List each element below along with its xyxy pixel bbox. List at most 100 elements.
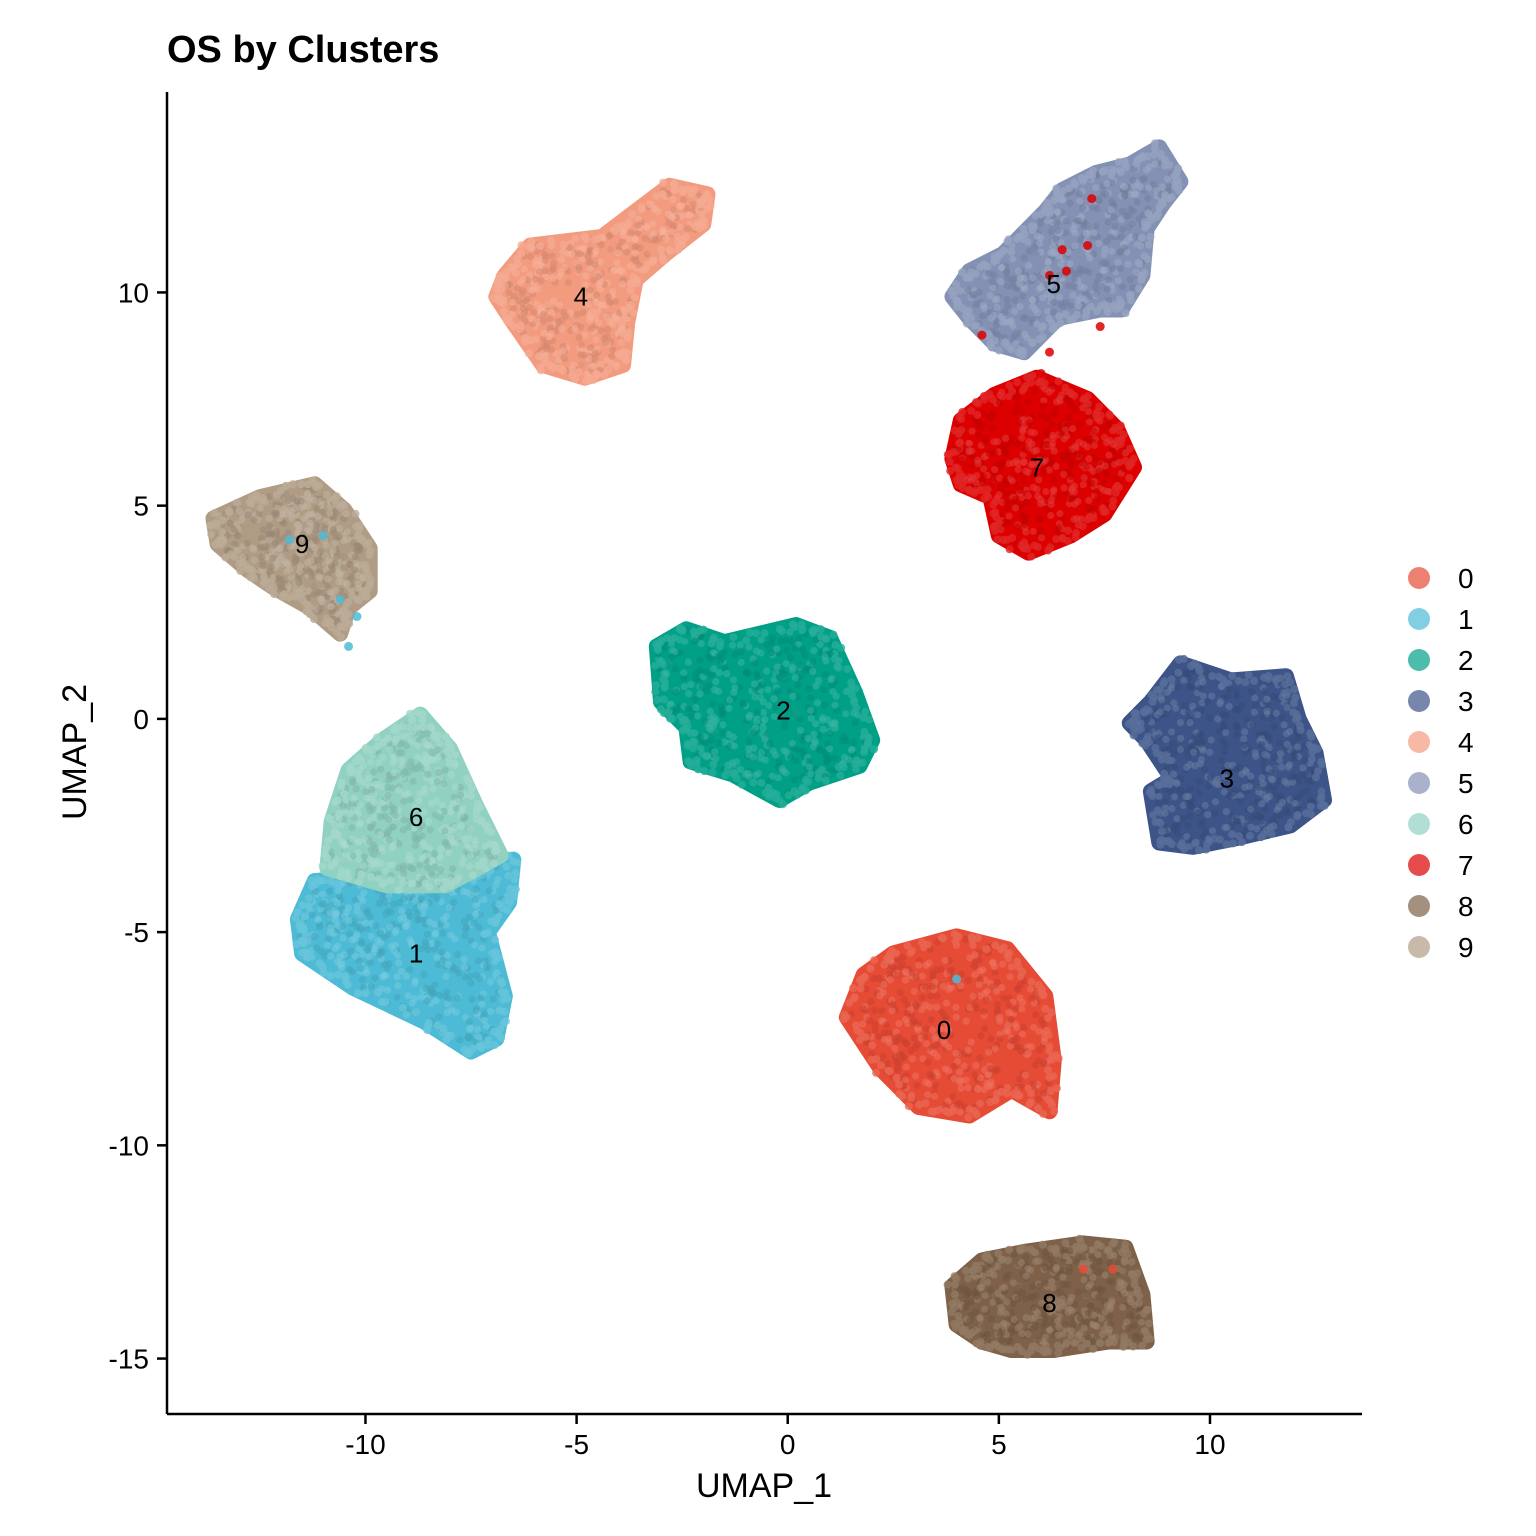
cluster-5-point (1049, 243, 1057, 251)
cluster-7-point (1040, 379, 1049, 388)
cluster-7-point (1037, 534, 1045, 542)
cluster-2-point (807, 706, 815, 715)
cluster-3-point (1240, 735, 1248, 743)
cluster-2-point (758, 749, 766, 757)
cluster-3-point (1153, 806, 1162, 815)
cluster-7-point (1085, 455, 1093, 463)
cluster-0-point (919, 1055, 927, 1063)
cluster-6-point (413, 753, 421, 761)
cluster-3-point (1160, 769, 1169, 778)
cluster-1-point (486, 978, 494, 986)
cluster-5-point (1133, 198, 1141, 206)
cluster-1-point (365, 953, 373, 961)
cluster-2-point (754, 708, 762, 716)
cluster-0-point (861, 1032, 870, 1041)
cluster-1-point (333, 899, 341, 907)
cluster-1-point (480, 1016, 488, 1024)
cluster-3-point (1222, 840, 1231, 849)
cluster-3-point (1154, 800, 1162, 808)
cluster-5-point (952, 280, 961, 289)
cluster-6-point (407, 879, 415, 888)
cluster-8-point (1130, 1322, 1138, 1330)
cluster-1-point (461, 963, 469, 971)
cluster-3-point (1159, 679, 1168, 688)
cluster-5-point (1134, 258, 1143, 267)
cluster-2-point (807, 714, 815, 723)
cluster-0-point (977, 1032, 985, 1040)
cluster-0-point (908, 1055, 917, 1063)
cluster-3-point (1180, 676, 1188, 684)
cluster-0-point (910, 987, 918, 996)
cluster-7-point (1096, 411, 1105, 420)
cluster-4-point (548, 309, 556, 317)
cluster-5-point (1165, 194, 1174, 203)
cluster-2-point (745, 737, 753, 746)
cluster-2-point (675, 635, 684, 644)
cluster-5-point (1144, 255, 1153, 264)
cluster-2-point (790, 787, 799, 796)
cluster-5-point (987, 314, 995, 322)
cluster-6-point (405, 709, 414, 718)
cluster-1-point (456, 1036, 464, 1044)
cluster-2-point (794, 681, 802, 689)
cluster-0-point (952, 1013, 960, 1021)
cluster-4-point (586, 316, 594, 324)
cluster-6-point (440, 780, 448, 788)
cluster-2-point (672, 688, 680, 696)
cluster-6-point (471, 844, 479, 853)
cluster-7-point (955, 439, 964, 448)
cluster-3-point (1265, 735, 1273, 743)
cluster-6-point (367, 824, 375, 832)
cluster-8-point (1082, 1317, 1090, 1326)
cluster-5-point (1007, 317, 1016, 325)
cluster-7-point (972, 398, 980, 407)
cluster-2-point (760, 629, 769, 638)
cluster-6-point (318, 862, 327, 870)
cluster-3-point (1253, 812, 1261, 820)
cluster-1-point (484, 1036, 493, 1045)
cluster-0-point (976, 1074, 985, 1082)
cluster-6-point (349, 779, 357, 787)
cluster-3-point (1276, 739, 1284, 747)
cluster-7-point (1013, 378, 1022, 387)
cluster-7-point (1044, 546, 1053, 555)
cluster-0-point (1032, 1011, 1040, 1019)
cluster-8-point (1018, 1329, 1026, 1338)
cluster-7-point (996, 484, 1004, 492)
cluster-2-point (721, 664, 729, 672)
cluster-1-point (494, 1030, 503, 1039)
cluster-4-point (494, 291, 503, 300)
cluster-8-point (983, 1330, 991, 1338)
cluster-8-point (1086, 1302, 1095, 1310)
cluster-6-point (460, 814, 468, 823)
cluster-3-point (1193, 711, 1202, 719)
cluster-5-point (1141, 223, 1150, 232)
cluster-5-point (1004, 235, 1013, 244)
cluster-8-point (985, 1255, 994, 1264)
cluster-1-point (406, 966, 414, 974)
cluster-1-point (300, 912, 309, 921)
cluster-6-point (450, 760, 459, 769)
cluster-0-point (941, 1107, 950, 1116)
cluster-2-point (816, 746, 824, 754)
cluster-4-point (519, 275, 527, 283)
cluster-3-point (1169, 740, 1177, 748)
cluster-7-point (975, 421, 983, 429)
cluster-9-points (205, 476, 378, 651)
cluster-3-point (1218, 756, 1226, 764)
cluster-6-point (477, 816, 486, 825)
cluster-0-point (922, 961, 930, 969)
cluster-0-point (987, 1078, 995, 1086)
cluster-8-point (966, 1317, 974, 1325)
cluster-2-point (789, 692, 797, 700)
cluster-8-point (1123, 1250, 1132, 1259)
cluster-5-point (1033, 232, 1041, 240)
cluster-0-point (987, 1035, 995, 1043)
cluster-4-point (524, 242, 533, 251)
cluster-3-point (1200, 766, 1208, 774)
cluster-4-point (535, 268, 544, 276)
cluster-7-point (1033, 435, 1042, 443)
cluster-1-point (401, 922, 410, 931)
cluster-0-point (972, 1061, 980, 1070)
cluster-1-point (428, 939, 436, 948)
